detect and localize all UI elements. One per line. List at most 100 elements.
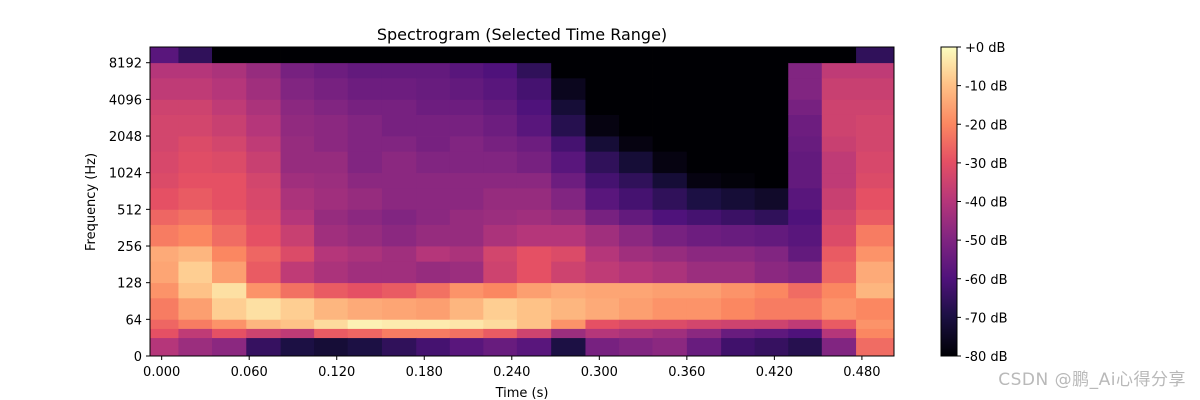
heatmap-cell: [178, 319, 213, 329]
heatmap-cell: [483, 187, 518, 210]
x-axis-label: Time (s): [495, 386, 549, 400]
heatmap-cell: [314, 297, 349, 320]
heatmap-cell: [381, 114, 417, 137]
heatmap-cell: [416, 319, 451, 329]
heatmap-cell: [721, 77, 756, 100]
heatmap-cell: [280, 62, 315, 79]
heatmap-cell: [516, 224, 552, 247]
heatmap-cell: [856, 99, 895, 115]
heatmap-cell: [483, 99, 518, 115]
heatmap-cell: [280, 246, 315, 262]
heatmap-cell: [686, 337, 722, 357]
heatmap-cell: [347, 151, 383, 174]
heatmap-cell: [754, 47, 789, 64]
heatmap-cell: [754, 328, 789, 339]
heatmap-cell: [619, 172, 653, 189]
heatmap-cell: [280, 209, 315, 225]
heatmap-cell: [178, 151, 213, 174]
heatmap-cell: [721, 261, 756, 284]
heatmap-cell: [788, 47, 823, 64]
heatmap-cell: [483, 261, 518, 284]
heatmap-cell: [150, 261, 179, 284]
heatmap-cell: [314, 187, 349, 210]
heatmap-cell: [585, 297, 620, 320]
heatmap-cell: [347, 99, 383, 115]
heatmap-cell: [483, 224, 518, 247]
heatmap-cell: [585, 261, 620, 284]
heatmap-cell: [619, 328, 653, 339]
x-tick-label: 0.120: [318, 365, 355, 380]
heatmap-cell: [449, 172, 484, 189]
heatmap-cell: [178, 282, 213, 299]
heatmap-cell: [449, 224, 484, 247]
heatmap-cell: [721, 187, 756, 210]
heatmap-cell: [246, 151, 281, 174]
heatmap-cell: [551, 261, 586, 284]
heatmap-cell: [788, 224, 823, 247]
heatmap-cell: [856, 246, 895, 262]
heatmap-cell: [652, 209, 688, 225]
colorbar-tick-label: -20 dB: [965, 118, 1008, 133]
heatmap-cell: [416, 99, 451, 115]
heatmap-cell: [347, 328, 383, 339]
heatmap-cell: [483, 172, 518, 189]
heatmap-cell: [314, 209, 349, 225]
heatmap-cell: [347, 261, 383, 284]
heatmap-cell: [212, 99, 247, 115]
heatmap-cell: [652, 319, 688, 329]
x-tick-label: 0.360: [668, 365, 705, 380]
heatmap-cell: [686, 187, 722, 210]
colorbar-tick-label: -60 dB: [965, 273, 1008, 288]
heatmap-cell: [483, 209, 518, 225]
heatmap-cell: [178, 224, 213, 247]
heatmap-cell: [754, 337, 789, 357]
heatmap-cell: [585, 224, 620, 247]
heatmap-cell: [150, 319, 179, 329]
heatmap-cell: [449, 261, 484, 284]
heatmap-cell: [619, 114, 653, 137]
heatmap-cell: [381, 187, 417, 210]
heatmap-cell: [416, 209, 451, 225]
heatmap-cell: [416, 172, 451, 189]
heatmap-cell: [150, 62, 179, 79]
heatmap-cell: [416, 297, 451, 320]
x-tick-label: 0.480: [843, 365, 880, 380]
heatmap-cell: [381, 328, 417, 339]
heatmap-cell: [652, 47, 688, 64]
heatmap-cell: [150, 99, 179, 115]
heatmap-cell: [585, 172, 620, 189]
heatmap-cell: [381, 224, 417, 247]
heatmap-cell: [856, 47, 895, 64]
heatmap-cell: [150, 77, 179, 100]
heatmap-cell: [150, 282, 179, 299]
heatmap-cell: [178, 297, 213, 320]
heatmap-cell: [686, 224, 722, 247]
heatmap-cell: [150, 114, 179, 137]
heatmap-cell: [246, 62, 281, 79]
heatmap-cell: [416, 187, 451, 210]
heatmap-cell: [178, 47, 213, 64]
heatmap-cell: [381, 99, 417, 115]
heatmap-cell: [652, 151, 688, 174]
heatmap-cell: [788, 99, 823, 115]
heatmap-cell: [856, 261, 895, 284]
heatmap-cell: [754, 209, 789, 225]
heatmap-cell: [516, 151, 552, 174]
heatmap-cell: [381, 319, 417, 329]
heatmap-cell: [721, 62, 756, 79]
heatmap-cell: [652, 136, 688, 152]
heatmap-cell: [619, 99, 653, 115]
heatmap-cell: [178, 114, 213, 137]
heatmap-cell: [314, 172, 349, 189]
heatmap-cell: [721, 172, 756, 189]
heatmap-cell: [516, 62, 552, 79]
heatmap-cell: [246, 47, 281, 64]
heatmap-cell: [856, 187, 895, 210]
heatmap-cell: [686, 77, 722, 100]
heatmap-cell: [686, 47, 722, 64]
heatmap-cell: [416, 224, 451, 247]
y-tick-label: 0: [134, 350, 142, 365]
heatmap-cell: [619, 187, 653, 210]
heatmap-cell: [150, 209, 179, 225]
heatmap-cell: [280, 319, 315, 329]
